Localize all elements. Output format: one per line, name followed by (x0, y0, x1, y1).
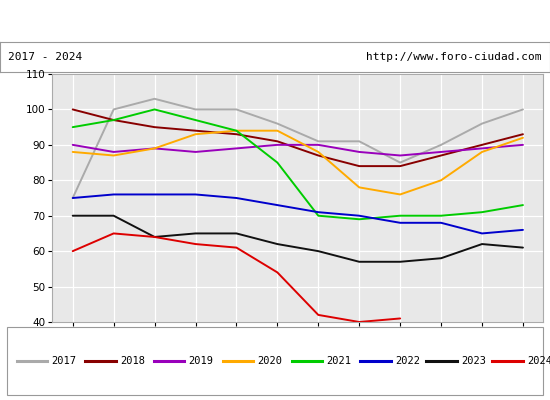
FancyBboxPatch shape (7, 328, 543, 395)
Text: 2023: 2023 (461, 356, 486, 366)
Text: 2020: 2020 (257, 356, 282, 366)
Text: 2024: 2024 (527, 356, 550, 366)
Text: 2022: 2022 (395, 356, 420, 366)
Text: 2017: 2017 (51, 356, 76, 366)
Text: http://www.foro-ciudad.com: http://www.foro-ciudad.com (366, 52, 542, 62)
Text: 2018: 2018 (120, 356, 145, 366)
Text: 2019: 2019 (189, 356, 213, 366)
Text: 2021: 2021 (326, 356, 351, 366)
Text: 2017 - 2024: 2017 - 2024 (8, 52, 82, 62)
Text: Evolucion del paro registrado en Sabero: Evolucion del paro registrado en Sabero (104, 13, 446, 28)
